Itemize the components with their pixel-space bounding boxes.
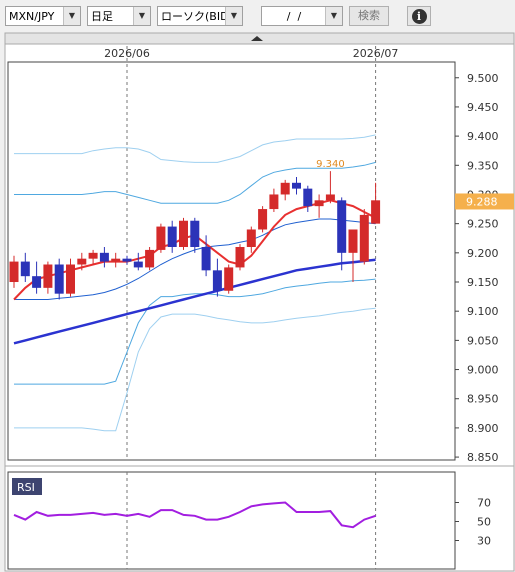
candle-body [9,261,19,283]
period-select[interactable]: 日足 ▼ [87,6,151,26]
candle-body [235,246,245,268]
high-label: 9.340 [316,159,345,170]
y-tick-label: 9.100 [467,305,499,318]
dropdown-arrow: ▼ [133,7,150,25]
indicator-line [14,161,376,204]
candle-body [156,226,166,250]
last-price-box [455,193,514,210]
candle-body [32,276,42,288]
candle-body [325,194,335,201]
collapse-arrow [251,36,263,41]
rsi-plot-frame [7,471,456,570]
date-text: / / [286,10,302,23]
y-tick-label: 30 [477,535,491,548]
candle-body [43,264,53,288]
candle-body [145,249,155,268]
candle-body [167,226,177,247]
y-tick-label: 9.400 [467,130,499,143]
chart-frame [4,32,515,572]
candle-body [359,214,369,262]
candle-body [337,200,347,253]
candle-body [258,209,268,230]
pair-select[interactable]: MXN/JPY ▼ [5,6,81,26]
chart-area: 2026/062026/079.5009.4509.4009.3509.3009… [4,32,515,572]
last-price-label: 9.288 [466,195,498,208]
main-plot-frame [7,61,456,461]
y-tick-label: 9.350 [467,159,499,172]
candle-body [77,258,87,265]
y-tick-label: 70 [477,497,491,510]
candle-body [303,188,313,207]
chart-type-select[interactable]: ローソク(BID) ▼ [157,6,243,26]
candle-body [111,258,121,262]
rsi-line [13,501,376,529]
indicator-line [14,278,376,385]
candle-body [54,264,64,294]
candle-body [314,200,324,207]
y-tick-label: 8.900 [467,422,499,435]
indicator-line [13,258,376,345]
dropdown-arrow: ▼ [225,7,242,25]
pair-text: MXN/JPY [9,10,55,23]
candle-body [348,229,358,253]
legend-box [12,478,42,495]
search-button[interactable]: 検索 [349,6,389,26]
candle-body [212,270,222,291]
x-tick-label: 2026/06 [104,47,150,60]
y-tick-label: 8.850 [467,451,499,464]
info-button[interactable]: i [407,6,431,26]
chart-type-text: ローソク(BID) [161,10,233,23]
indicator-line [14,307,376,432]
y-tick-label: 9.200 [467,247,499,260]
candle-body [179,220,188,247]
y-tick-label: 9.150 [467,276,499,289]
indicator-line [14,134,376,163]
y-tick-label: 9.500 [467,72,499,85]
candle-body [66,264,75,294]
legend-label: RSI [17,481,35,494]
candle-body [20,261,30,277]
candle-body [99,252,109,262]
y-tick-label: 8.950 [467,393,499,406]
y-tick-label: 9.000 [467,364,499,377]
period-text: 日足 [91,10,113,23]
dropdown-arrow: ▼ [63,7,80,25]
candle-body [201,246,211,271]
y-tick-label: 50 [477,516,491,529]
candle-body [269,194,279,210]
y-tick-label: 9.250 [467,218,499,231]
y-tick-label: 9.050 [467,334,499,347]
candle-body [88,252,98,259]
candle-body [292,182,301,189]
candle-body [246,229,256,247]
date-input[interactable]: / / ▼ [261,6,343,26]
info-icon: i [411,9,427,24]
candle-body [280,182,290,195]
x-tick-label: 2026/07 [353,47,399,60]
candle-body [190,220,200,247]
search-text: 検索 [358,9,380,22]
y-tick-label: 9.450 [467,101,499,114]
candle-body [224,267,234,291]
candle-body [133,261,143,268]
dropdown-arrow: ▼ [325,7,342,25]
candle-body [122,258,132,262]
candle-body [371,200,381,224]
